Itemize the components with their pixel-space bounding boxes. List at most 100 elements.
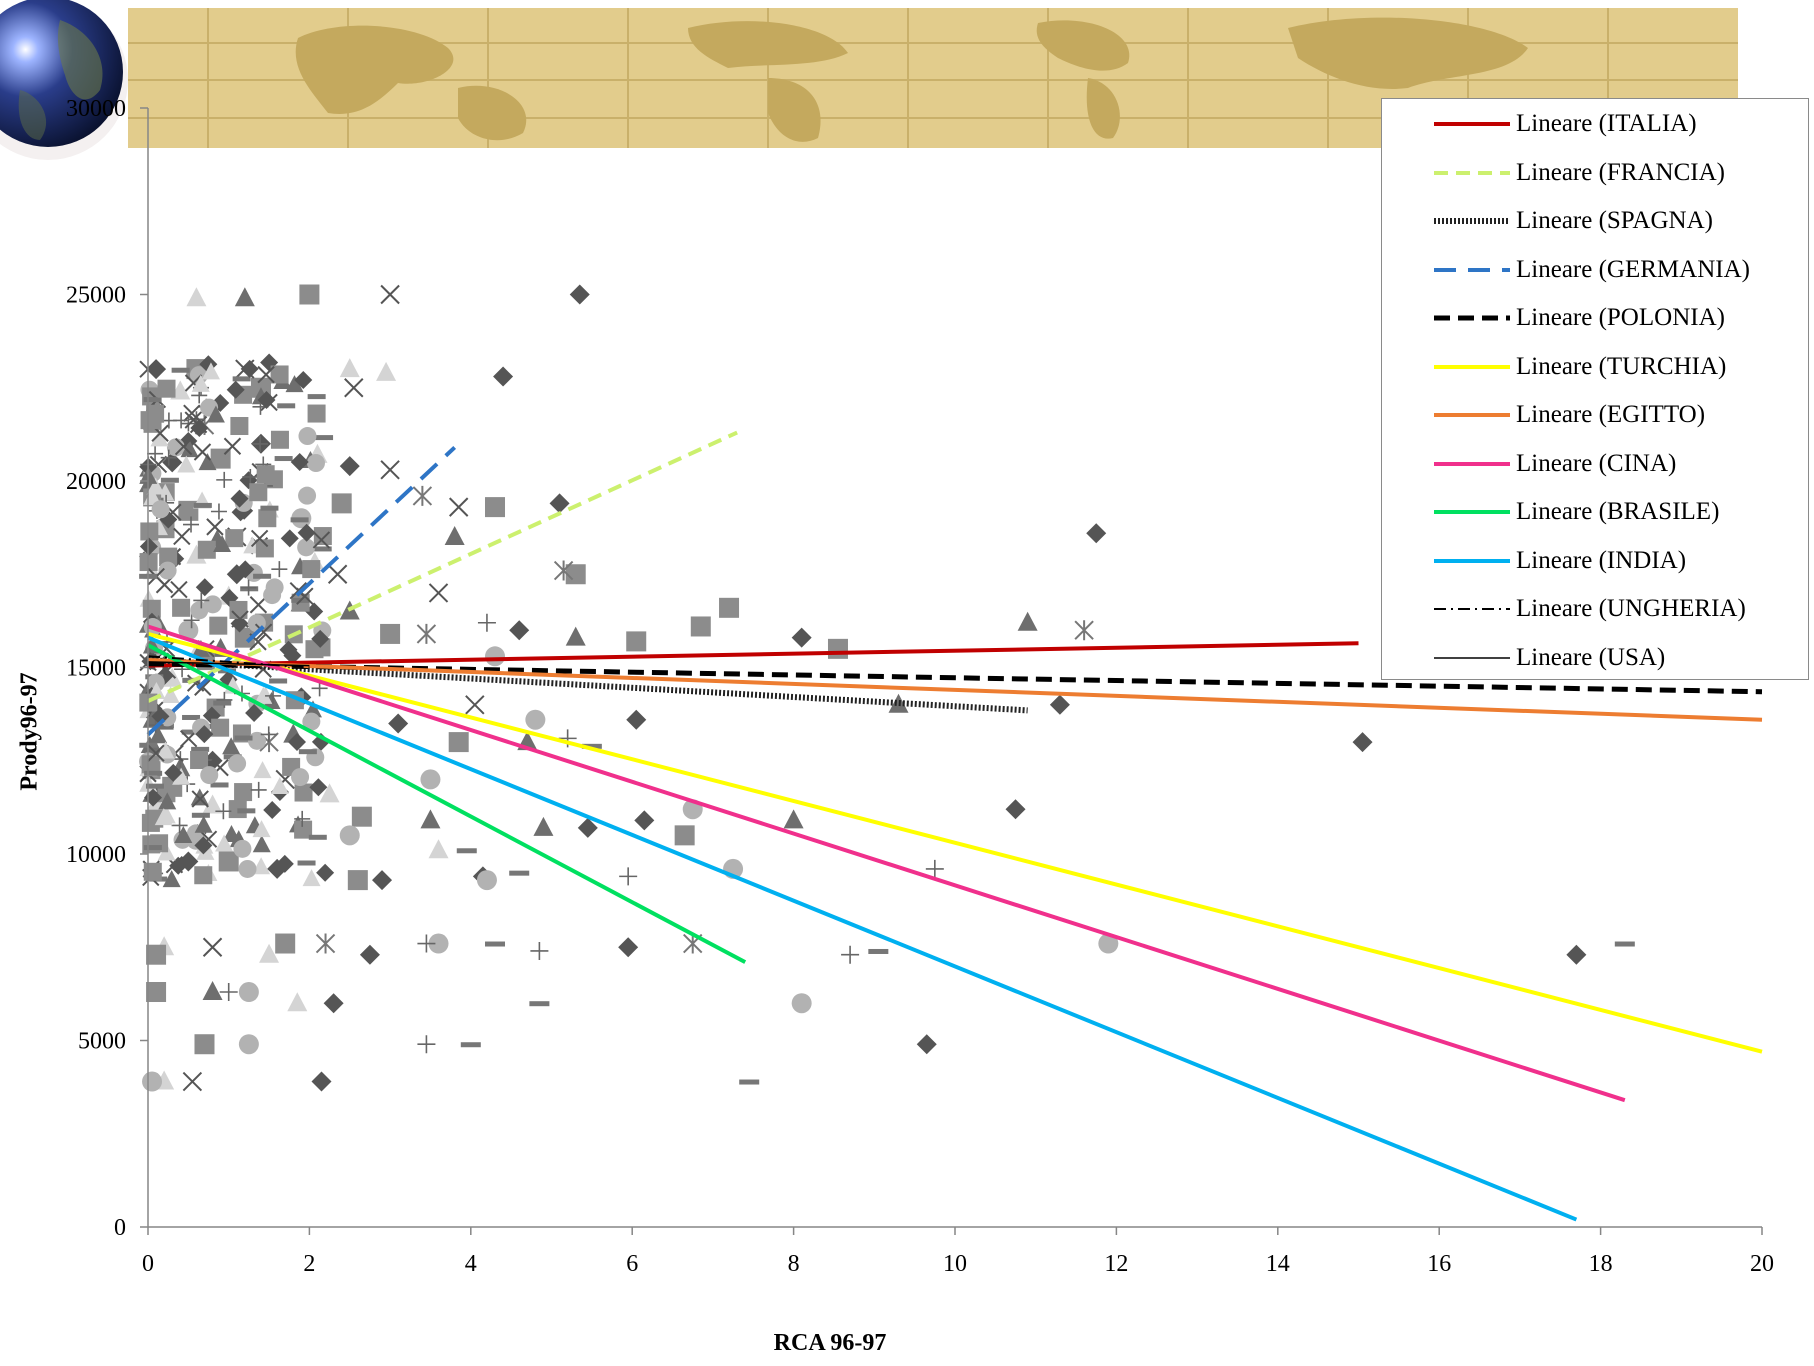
data-point — [249, 483, 268, 502]
data-point — [191, 374, 210, 392]
data-point — [619, 867, 638, 886]
legend-line-sample — [1434, 218, 1510, 224]
data-point — [925, 859, 944, 878]
x-tick-label: 0 — [142, 1251, 154, 1277]
data-point — [1352, 732, 1373, 753]
data-point — [260, 505, 279, 511]
data-point — [529, 1001, 550, 1007]
data-point — [1086, 523, 1107, 544]
data-point — [213, 700, 232, 706]
data-point — [319, 783, 340, 803]
data-point — [223, 437, 242, 455]
data-point — [145, 783, 164, 789]
data-point — [256, 465, 275, 484]
data-point — [565, 564, 586, 585]
data-point — [428, 933, 449, 954]
data-point — [209, 616, 228, 635]
trendline — [147, 643, 747, 964]
data-point — [674, 825, 695, 846]
data-point — [182, 714, 201, 720]
data-point — [186, 544, 207, 564]
data-point — [351, 806, 372, 827]
data-point — [308, 834, 327, 840]
data-point — [444, 525, 465, 545]
data-point — [234, 287, 255, 307]
data-point — [311, 1071, 332, 1092]
data-point — [157, 784, 176, 803]
data-point — [194, 866, 213, 885]
data-point — [229, 600, 248, 619]
data-point — [236, 560, 255, 579]
data-point — [339, 456, 360, 477]
data-point — [485, 497, 506, 518]
data-point — [218, 851, 239, 872]
data-point — [182, 1071, 203, 1092]
data-point — [237, 808, 256, 814]
data-point — [154, 808, 173, 826]
data-point — [565, 626, 586, 646]
data-point — [141, 813, 160, 832]
data-point — [158, 792, 177, 810]
data-point — [146, 359, 167, 380]
data-point — [323, 993, 344, 1014]
data-point — [195, 578, 214, 597]
data-point — [225, 529, 244, 548]
data-point — [569, 284, 590, 305]
data-point — [549, 493, 570, 514]
data-point — [146, 982, 167, 1003]
legend-line-sample — [1434, 558, 1510, 563]
data-point — [380, 284, 400, 305]
x-tick-label: 20 — [1750, 1251, 1774, 1277]
data-point — [162, 870, 181, 888]
legend-line-sample — [1434, 510, 1510, 514]
data-point — [194, 836, 213, 855]
data-point — [202, 794, 223, 814]
data-point — [238, 859, 257, 878]
data-point — [339, 358, 360, 378]
data-point — [626, 631, 647, 652]
data-point — [189, 366, 208, 385]
data-point — [202, 937, 223, 957]
data-point — [183, 404, 201, 422]
data-point — [509, 870, 530, 876]
data-point — [230, 489, 249, 508]
data-point — [380, 623, 401, 644]
data-point — [248, 731, 267, 750]
data-point — [1098, 933, 1119, 954]
data-point — [331, 493, 352, 514]
data-point — [150, 429, 169, 447]
legend-label: Lineare (UNGHERIA) — [1516, 595, 1746, 622]
data-point — [206, 518, 224, 536]
data-point — [581, 743, 602, 749]
legend-item: Lineare (FRANCIA) — [1432, 156, 1725, 190]
data-point — [171, 367, 190, 373]
data-point — [242, 468, 259, 485]
data-point — [157, 379, 176, 398]
data-point — [179, 729, 198, 748]
data-point — [178, 500, 199, 521]
data-point — [252, 820, 271, 838]
x-tick-label: 14 — [1266, 1251, 1290, 1277]
data-point — [509, 620, 530, 641]
data-point — [290, 517, 309, 523]
data-point — [302, 560, 321, 579]
data-point — [170, 580, 188, 599]
legend-item: Lineare (UNGHERIA) — [1432, 592, 1746, 626]
data-point — [252, 835, 271, 853]
data-point — [460, 1042, 481, 1048]
data-point — [263, 586, 282, 605]
data-point — [219, 983, 238, 1002]
data-point — [193, 443, 212, 461]
trendline — [147, 641, 1359, 668]
data-point — [178, 620, 199, 641]
data-point — [193, 502, 212, 508]
data-point — [315, 933, 336, 954]
data-point — [253, 761, 272, 779]
data-point — [240, 359, 259, 378]
data-point — [428, 839, 449, 859]
trendlines — [146, 430, 1763, 1222]
data-point — [291, 768, 310, 787]
data-point — [290, 452, 309, 471]
trendline — [147, 635, 1578, 1222]
legend: Lineare (ITALIA) Lineare (FRANCIA) Lineare… — [1381, 98, 1809, 680]
